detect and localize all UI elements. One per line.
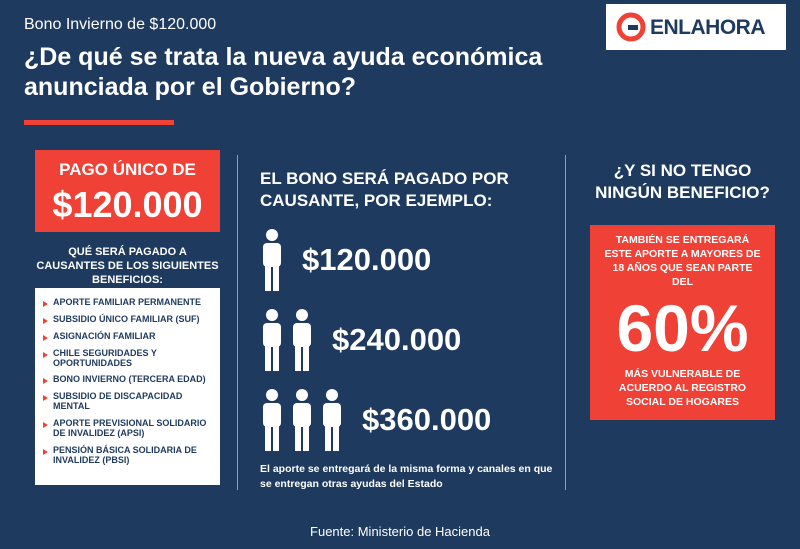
right-box: TAMBIÉN SE ENTREGARÁ ESTE APORTE A MAYOR… bbox=[590, 225, 775, 420]
example-row: $360.000 bbox=[260, 385, 491, 455]
person-icon bbox=[263, 309, 281, 371]
person-icon bbox=[293, 309, 311, 371]
person-head bbox=[296, 309, 308, 321]
person-icon bbox=[293, 389, 311, 451]
divider bbox=[237, 155, 238, 490]
benefit-item: ASIGNACIÓN FAMILIAR bbox=[43, 331, 212, 342]
right-title: ¿Y SI NO TENGO NINGÚN BENEFICIO? bbox=[595, 161, 770, 202]
person-body bbox=[323, 403, 341, 427]
middle-note: El aporte se entregará de la misma forma… bbox=[260, 463, 553, 490]
logo-icon bbox=[616, 12, 646, 42]
benefit-item: APORTE PREVISIONAL SOLIDARIO DE INVALIDE… bbox=[43, 418, 212, 439]
kicker: Bono Invierno de $120.000 bbox=[24, 16, 217, 33]
person-leg bbox=[273, 344, 279, 371]
person-body bbox=[293, 403, 311, 427]
benefits-box: APORTE FAMILIAR PERMANENTE SUBSIDIO ÚNICO… bbox=[35, 288, 220, 485]
logo-text: ENLAHORA bbox=[650, 16, 766, 39]
source: Fuente: Ministerio de Hacienda bbox=[310, 524, 490, 539]
person-leg bbox=[273, 424, 279, 451]
title-underline bbox=[24, 120, 174, 125]
person-leg bbox=[265, 344, 271, 371]
person-icon bbox=[263, 389, 281, 451]
person-head bbox=[326, 389, 338, 401]
person-leg bbox=[295, 344, 301, 371]
title: ¿De qué se trata la nueva ayuda económic… bbox=[24, 42, 584, 102]
payment-amount: $120.000 bbox=[52, 184, 203, 225]
example-amount: $240.000 bbox=[332, 322, 462, 357]
benefits-list: APORTE FAMILIAR PERMANENTE SUBSIDIO ÚNICO… bbox=[43, 297, 212, 466]
benefit-item: CHILE SEGURIDADES Y OPORTUNIDADES bbox=[43, 348, 212, 369]
right-text-bottom: MÁS VULNERABLE DE ACUERDO AL REGISTRO SO… bbox=[618, 368, 747, 408]
person-leg bbox=[273, 264, 279, 291]
person-leg bbox=[295, 424, 301, 451]
person-head bbox=[266, 309, 278, 321]
person-leg bbox=[333, 424, 339, 451]
example-amount: $360.000 bbox=[362, 402, 492, 437]
payment-label: PAGO ÚNICO DE bbox=[59, 160, 196, 179]
middle-title: EL BONO SERÁ PAGADO POR CAUSANTE, POR EJ… bbox=[260, 169, 509, 210]
divider bbox=[565, 155, 566, 490]
person-icon bbox=[263, 229, 281, 291]
title-line: ¿De qué se trata la nueva ayuda económic… bbox=[24, 43, 543, 71]
person-leg bbox=[265, 264, 271, 291]
person-body bbox=[293, 323, 311, 347]
person-leg bbox=[303, 344, 309, 371]
person-body bbox=[263, 243, 281, 267]
examples: $120.000 $240.000 $360.000 bbox=[260, 225, 560, 455]
person-icons bbox=[263, 229, 281, 291]
person-head bbox=[266, 229, 278, 241]
person-body bbox=[263, 403, 281, 427]
benefit-item: BONO INVIERNO (TERCERA EDAD) bbox=[43, 375, 212, 385]
percentage: 60% bbox=[616, 291, 749, 365]
example-row: $240.000 bbox=[260, 305, 461, 375]
logo: ENLAHORA bbox=[606, 4, 786, 50]
person-body bbox=[263, 323, 281, 347]
example-row: $120.000 bbox=[260, 225, 431, 295]
person-icons bbox=[263, 389, 341, 451]
person-leg bbox=[303, 424, 309, 451]
payment-box: PAGO ÚNICO DE $120.000 bbox=[35, 150, 220, 232]
benefit-item: APORTE FAMILIAR PERMANENTE bbox=[43, 297, 212, 308]
person-head bbox=[266, 389, 278, 401]
left-subtitle: QUÉ SERÁ PAGADO A CAUSANTES DE LOS SIGUI… bbox=[36, 246, 219, 286]
person-icon bbox=[323, 389, 341, 451]
person-icons bbox=[263, 309, 311, 371]
benefit-item: PENSIÓN BÁSICA SOLIDARIA DE INVALIDEZ (P… bbox=[43, 445, 212, 466]
title-line: anunciada por el Gobierno? bbox=[24, 73, 356, 101]
benefit-item: SUBSIDIO ÚNICO FAMILIAR (SUF) bbox=[43, 314, 212, 325]
person-leg bbox=[265, 424, 271, 451]
person-head bbox=[296, 389, 308, 401]
person-leg bbox=[325, 424, 331, 451]
example-amount: $120.000 bbox=[302, 242, 432, 277]
benefit-item: SUBSIDIO DE DISCAPACIDAD MENTAL bbox=[43, 391, 212, 412]
right-text-top: TAMBIÉN SE ENTREGARÁ ESTE APORTE A MAYOR… bbox=[604, 234, 761, 288]
